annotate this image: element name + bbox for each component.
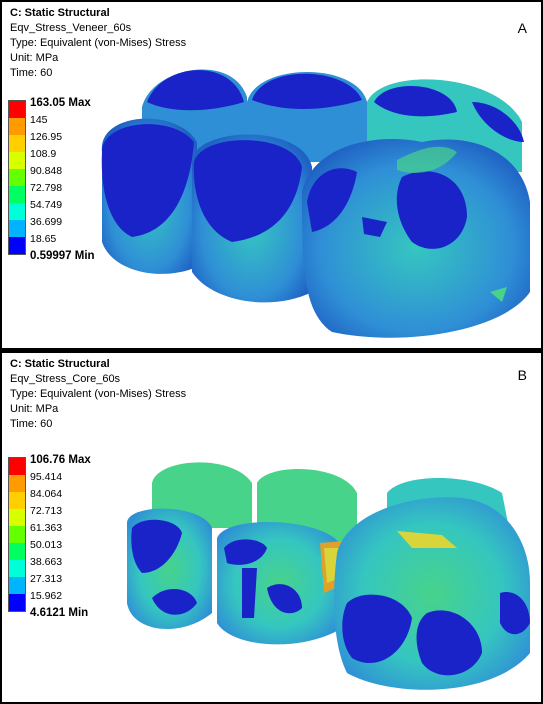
legend-label: 72.713 — [30, 505, 63, 517]
legend-label: 126.95 — [30, 131, 63, 143]
legend-color-band — [9, 151, 25, 169]
legend-label: 108.9 — [30, 148, 57, 160]
legend-colorbar — [8, 100, 26, 255]
legend-label: 15.962 — [30, 590, 63, 602]
result-time: Time: 60 — [10, 418, 53, 430]
result-unit: Unit: MPa — [10, 52, 59, 64]
legend-label: 61.363 — [30, 522, 63, 534]
legend-color-band — [9, 542, 25, 560]
stress-contour-model-a[interactable] — [2, 2, 541, 348]
analysis-title: C: Static Structural — [10, 358, 110, 370]
legend-color-band — [9, 202, 25, 220]
legend-color-band — [9, 117, 25, 135]
legend-label: 38.663 — [30, 556, 63, 568]
legend-color-band — [9, 101, 25, 118]
legend-color-band — [9, 576, 25, 594]
legend-color-band — [9, 593, 25, 611]
legend-label: 54.749 — [30, 199, 63, 211]
legend-colorbar — [8, 457, 26, 612]
result-info-b: C: Static Structural Eqv_Stress_Core_60s… — [10, 357, 186, 432]
result-panel-b: C: Static Structural Eqv_Stress_Core_60s… — [2, 353, 541, 702]
legend-color-band — [9, 525, 25, 543]
legend-label: 27.313 — [30, 573, 63, 585]
legend-color-band — [9, 134, 25, 152]
legend-color-band — [9, 474, 25, 492]
legend-color-band — [9, 219, 25, 237]
legend-label: 84.064 — [30, 488, 63, 500]
result-name: Eqv_Stress_Veneer_60s — [10, 22, 132, 34]
legend-color-band — [9, 559, 25, 577]
legend-color-band — [9, 185, 25, 203]
legend-color-band — [9, 491, 25, 509]
legend-label: 36.699 — [30, 216, 63, 228]
analysis-title: C: Static Structural — [10, 7, 110, 19]
legend-min-label: 0.59997 Min — [30, 250, 95, 262]
result-time: Time: 60 — [10, 67, 53, 79]
legend-label: 50.013 — [30, 539, 63, 551]
stress-contour-model-b[interactable] — [2, 353, 541, 702]
legend-color-band — [9, 508, 25, 526]
legend-max-label: 163.05 Max — [30, 97, 91, 109]
legend-label: 145 — [30, 114, 48, 126]
result-name: Eqv_Stress_Core_60s — [10, 373, 121, 385]
result-info-a: C: Static Structural Eqv_Stress_Veneer_6… — [10, 6, 186, 81]
legend-label: 95.414 — [30, 471, 63, 483]
legend-max-label: 106.76 Max — [30, 454, 91, 466]
legend-color-band — [9, 236, 25, 254]
panel-label: B — [517, 367, 527, 383]
legend-label: 90.848 — [30, 165, 63, 177]
result-type: Type: Equivalent (von-Mises) Stress — [10, 388, 187, 400]
legend-label: 72.798 — [30, 182, 63, 194]
legend-color-band — [9, 168, 25, 186]
legend-label: 18.65 — [30, 233, 57, 245]
legend-min-label: 4.6121 Min — [30, 607, 89, 619]
panel-label: A — [517, 20, 527, 36]
legend-color-band — [9, 458, 25, 475]
result-type: Type: Equivalent (von-Mises) Stress — [10, 37, 187, 49]
result-unit: Unit: MPa — [10, 403, 59, 415]
result-panel-a: C: Static Structural Eqv_Stress_Veneer_6… — [2, 2, 541, 348]
